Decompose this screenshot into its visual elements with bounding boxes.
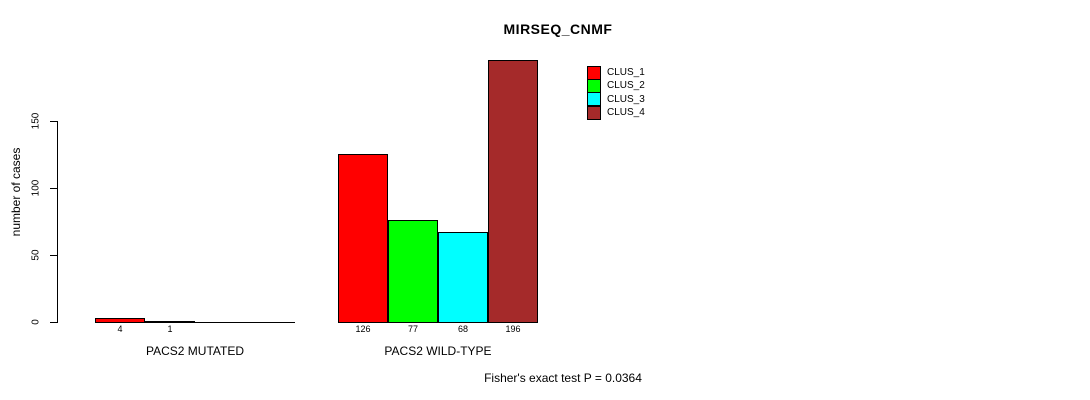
group-label-pacs2-wild-type: PACS2 WILD-TYPE [384, 344, 492, 358]
legend-item-clus-2: CLUS_2 [587, 78, 645, 93]
y-axis-title: number of cases [9, 147, 23, 237]
y-tick-mark [50, 255, 57, 256]
legend-swatch-clus-4-icon [587, 105, 601, 120]
y-tick-mark [50, 188, 57, 189]
bar-clus_2-wild-type [388, 220, 438, 323]
bar-value-label: 196 [505, 324, 521, 334]
legend-label-clus-2: CLUS_2 [607, 80, 645, 92]
bar-clus_3-wild-type [438, 232, 488, 323]
y-tick-mark [50, 121, 57, 122]
legend-label-clus-1: CLUS_1 [607, 67, 645, 79]
legend: CLUS_1 CLUS_2 CLUS_3 CLUS_4 [587, 65, 645, 120]
y-tick-label: 50 [30, 249, 42, 261]
legend-label-clus-3: CLUS_3 [607, 93, 645, 105]
bar-clus_4-wild-type [488, 60, 538, 323]
bar-value-label: 77 [407, 324, 419, 334]
bar-value-label: 1 [167, 324, 173, 334]
y-tick-mark [50, 322, 57, 323]
y-tick-label: 100 [30, 179, 42, 197]
bar-value-label: 68 [457, 324, 469, 334]
bar-clus_1-wild-type [338, 154, 388, 323]
group-label-pacs2-mutated: PACS2 MUTATED [145, 344, 245, 358]
legend-swatch-clus-3-icon [587, 92, 601, 107]
bar-clus_1-mutated [95, 318, 145, 323]
legend-swatch-clus-2-icon [587, 78, 601, 93]
y-tick-label: 0 [30, 319, 42, 325]
bar-clus_4-mutated [245, 322, 295, 323]
bar-value-label: 4 [117, 324, 123, 334]
fisher-test-annotation: Fisher's exact test P = 0.0364 [484, 371, 642, 385]
y-axis-line [57, 121, 58, 323]
legend-item-clus-3: CLUS_3 [587, 92, 645, 107]
legend-item-clus-1: CLUS_1 [587, 65, 645, 80]
bar-clus_2-mutated [145, 321, 195, 323]
bar-clus_3-mutated [195, 322, 245, 323]
chart-title: MIRSEQ_CNMF [503, 21, 613, 37]
y-tick-label: 150 [30, 112, 42, 130]
bar-value-label: 126 [355, 324, 371, 334]
legend-swatch-clus-1-icon [587, 65, 601, 80]
legend-item-clus-4: CLUS_4 [587, 105, 645, 120]
legend-label-clus-4: CLUS_4 [607, 107, 645, 119]
